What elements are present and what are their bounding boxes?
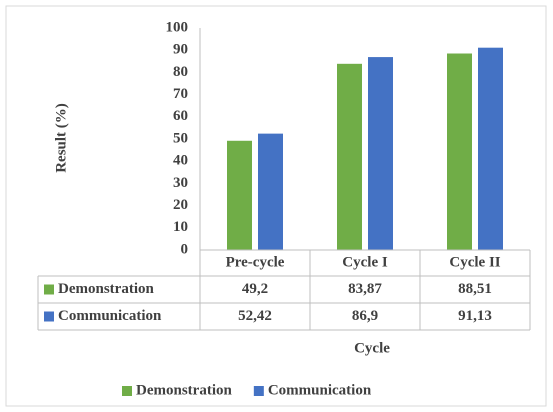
table-cell: 83,87 <box>348 281 382 297</box>
row-label: Communication <box>58 308 162 324</box>
row-label: Demonstration <box>58 281 154 297</box>
legend-label: Communication <box>268 382 372 398</box>
table-cell: 91,13 <box>458 308 492 324</box>
x-tick-label: Cycle I <box>342 254 388 270</box>
y-tick-label: 50 <box>173 130 188 146</box>
y-tick-label: 20 <box>173 197 188 213</box>
legend-key <box>44 311 54 322</box>
table-cell: 88,51 <box>458 281 492 297</box>
y-tick-label: 0 <box>181 241 189 257</box>
bar <box>337 63 362 251</box>
legend-key <box>122 386 132 396</box>
bar <box>258 133 283 250</box>
y-tick-label: 90 <box>173 42 188 58</box>
table-cell: 49,2 <box>242 281 268 297</box>
x-axis-label: Cycle <box>354 340 390 356</box>
x-tick-label: Pre-cycle <box>226 254 285 270</box>
bar <box>368 57 393 250</box>
y-axis-label: Result (%) <box>53 103 69 173</box>
legend-label: Demonstration <box>136 382 232 398</box>
table-cell: 52,42 <box>238 308 272 324</box>
y-tick-label: 80 <box>173 64 188 80</box>
y-tick-label: 60 <box>173 108 188 124</box>
y-tick-label: 70 <box>173 86 188 102</box>
bar <box>227 140 252 250</box>
bar <box>478 47 503 250</box>
y-tick-label: 40 <box>173 153 188 169</box>
bar <box>447 53 472 251</box>
legend-key <box>253 386 264 396</box>
y-tick-label: 10 <box>173 219 188 235</box>
legend-key <box>44 284 54 295</box>
x-tick-label: Cycle II <box>449 254 500 270</box>
y-tick-label: 30 <box>173 175 188 191</box>
y-tick-label: 100 <box>166 19 189 35</box>
table-cell: 86,9 <box>352 308 378 324</box>
chart-border <box>5 5 547 407</box>
